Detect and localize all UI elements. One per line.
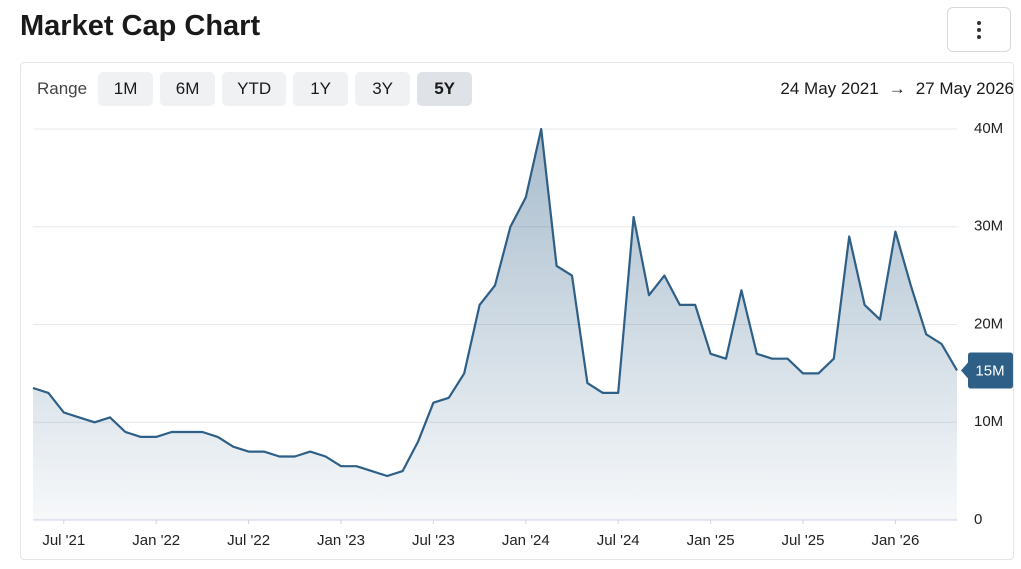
x-tick-label: Jan '25 <box>687 532 735 549</box>
area <box>33 129 957 520</box>
date-range: 24 May 2021 → 27 May 2026 <box>780 79 1014 99</box>
date-end: 27 May 2026 <box>915 79 1014 98</box>
range-button[interactable]: YTD <box>222 72 287 106</box>
range-button[interactable]: 5Y <box>417 72 473 106</box>
current-label: 15M <box>975 362 1004 379</box>
x-tick-label: Jul '24 <box>597 532 640 549</box>
chart-panel <box>20 62 1014 560</box>
range-button[interactable]: 3Y <box>355 72 411 106</box>
x-tick-label: Jan '26 <box>871 532 919 549</box>
page-title: Market Cap Chart <box>20 10 261 42</box>
y-tick-label: 10M <box>974 413 1003 430</box>
x-tick-label: Jul '25 <box>782 532 825 549</box>
y-tick-label: 30M <box>974 218 1003 235</box>
menu-button[interactable] <box>947 7 1011 52</box>
line <box>32 127 958 478</box>
range-selector: Range 1M 6M YTD 1Y 3Y 5Y <box>37 72 473 106</box>
x-tick-label: Jan '23 <box>317 532 365 549</box>
range-button[interactable]: 6M <box>160 72 216 106</box>
range-button[interactable]: 1Y <box>293 72 349 106</box>
y-tick-label: 20M <box>974 315 1003 332</box>
menu-icon <box>977 20 981 39</box>
x-tick-label: Jan '22 <box>132 532 180 549</box>
y-tick-label: 40M <box>974 120 1003 137</box>
date-start: 24 May 2021 <box>780 79 879 98</box>
x-tick-label: Jul '23 <box>412 532 455 549</box>
range-label: Range <box>37 79 88 98</box>
x-tick-label: Jul '21 <box>42 532 85 549</box>
y-tick-label: 0 <box>974 511 982 528</box>
x-tick-label: Jul '22 <box>227 532 270 549</box>
date-arrow: → <box>888 79 906 98</box>
x-tick-label: Jan '24 <box>502 532 550 549</box>
current-badge <box>961 352 1013 389</box>
range-button[interactable]: 1M <box>98 72 154 106</box>
